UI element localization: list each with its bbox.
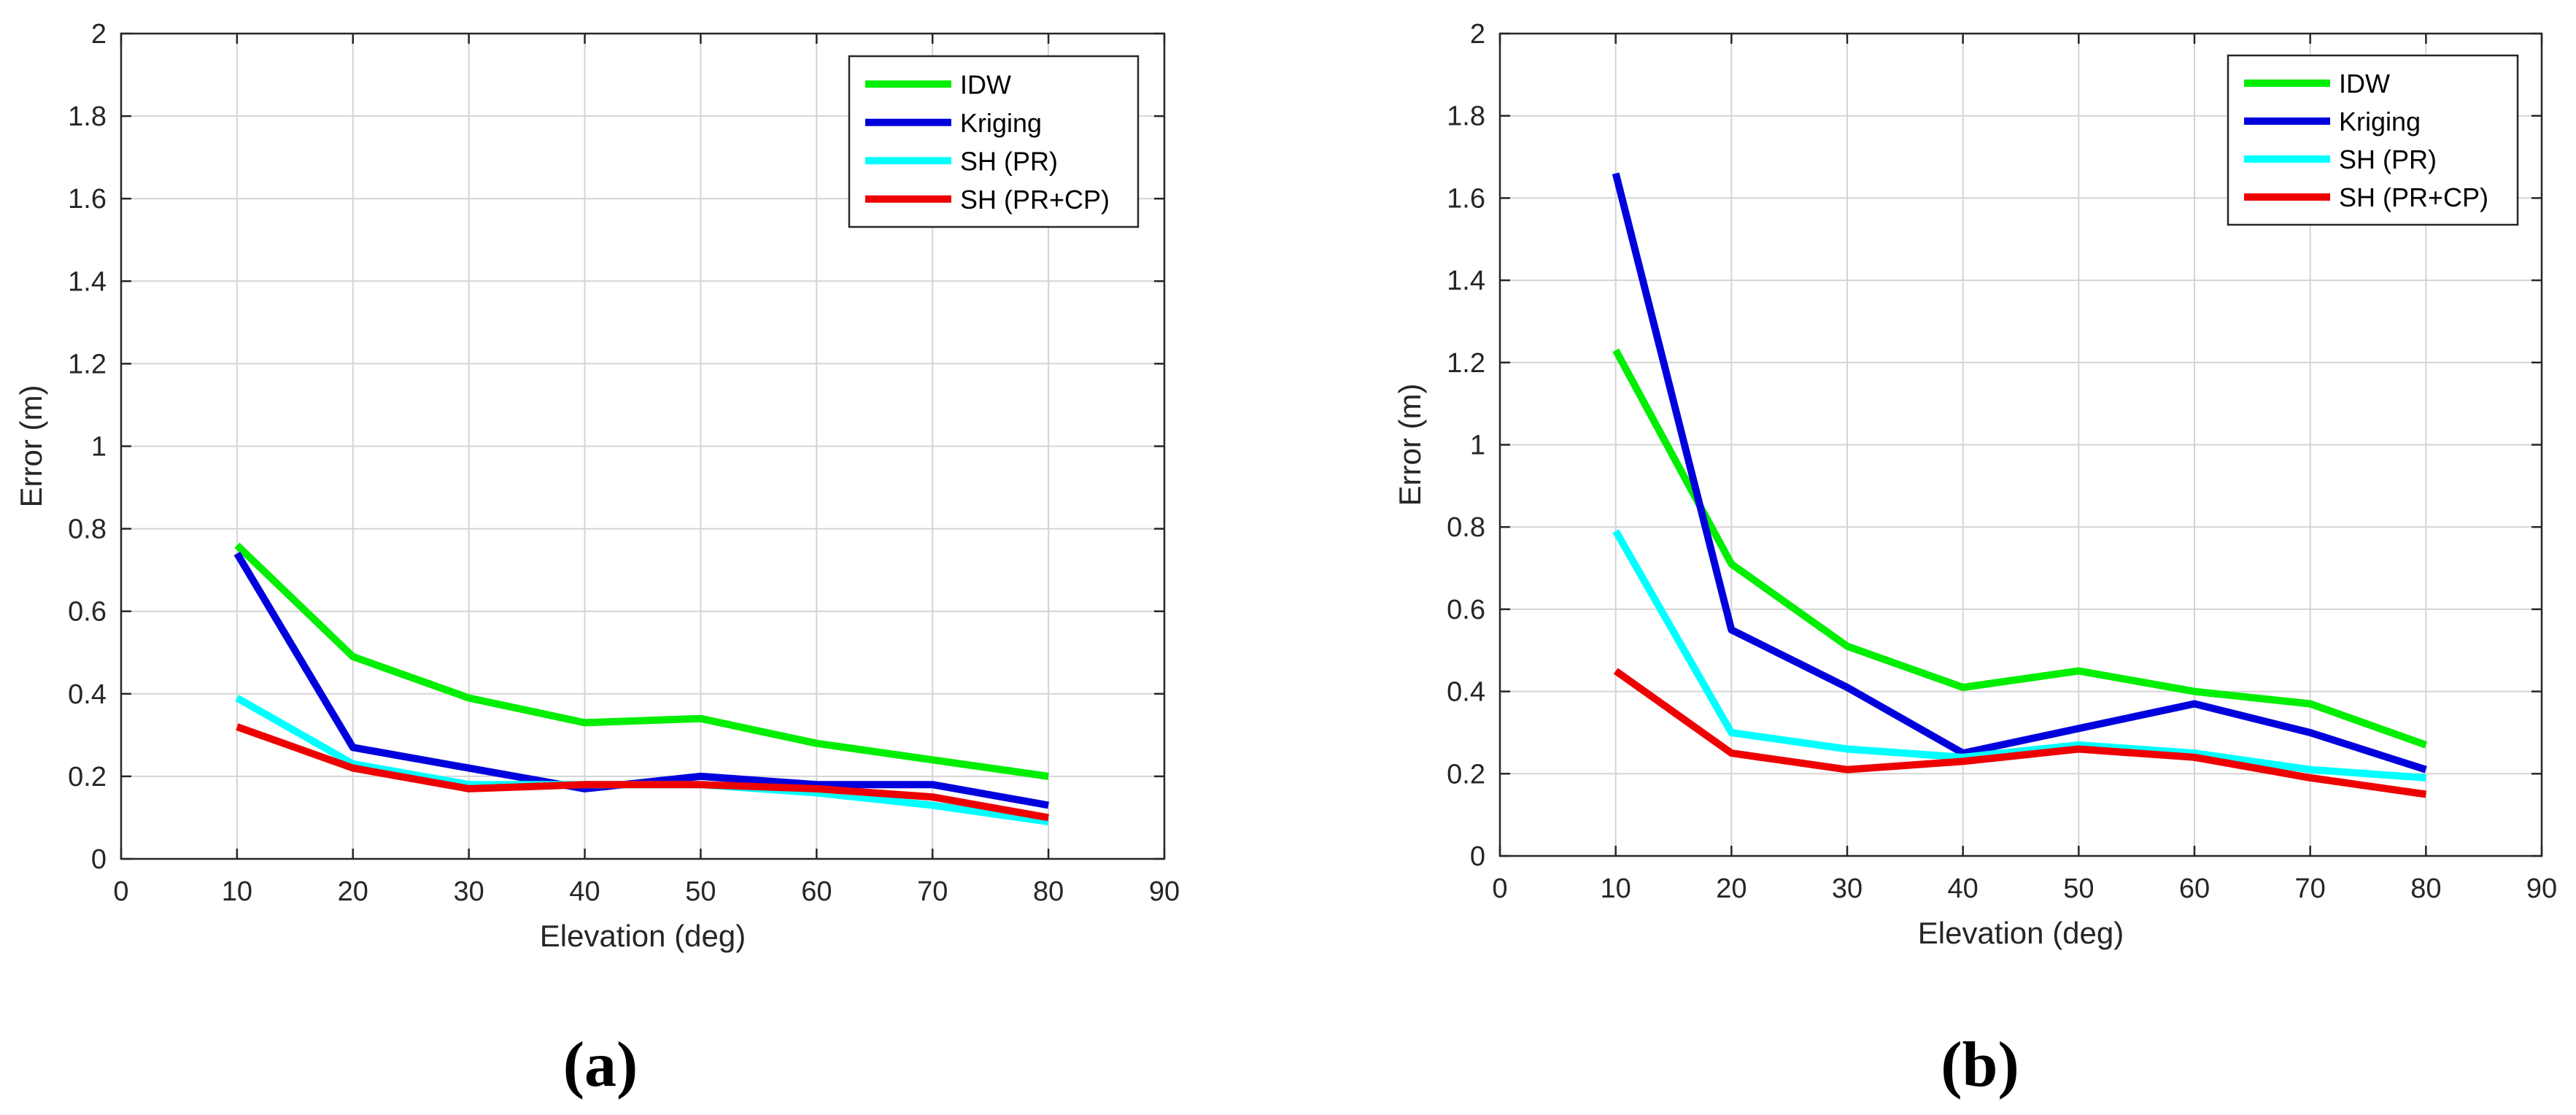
legend-label: IDW — [960, 69, 1011, 99]
x-tick-label: 60 — [2179, 873, 2210, 904]
y-axis-label: Error (m) — [14, 385, 48, 508]
chart-panel-a: 0 10 20 30 40 50 60 70 80 90 0 0.2 0.4 0.6 0.8 1 1.2 1.4 1… — [14, 19, 1180, 1100]
y-tick-label: 1.2 — [1447, 348, 1485, 379]
legend-label: SH (PR+CP) — [2339, 182, 2488, 212]
series-line-kriging — [1612, 172, 2427, 773]
y-tick-label: 0.4 — [1447, 677, 1485, 708]
legend-label: SH (PR) — [960, 146, 1058, 176]
y-tick-label: 2 — [91, 19, 107, 50]
x-tick-label: 60 — [801, 876, 832, 907]
x-axis-label: Elevation (deg) — [540, 919, 746, 953]
y-tick-label: 0.8 — [68, 514, 107, 545]
series-line-sh-pr — [1612, 529, 2426, 782]
x-tick-label: 40 — [1948, 873, 1979, 904]
y-tick-label: 0.2 — [68, 762, 107, 792]
y-axis-label: Error (m) — [1393, 384, 1427, 506]
x-tick-label: 0 — [113, 876, 128, 907]
x-tick-label: 30 — [454, 876, 484, 907]
x-tick-label: 70 — [2295, 873, 2326, 904]
y-tick-label: 1.6 — [68, 184, 107, 215]
x-tick-label: 90 — [1149, 876, 1180, 907]
x-tick-label: 10 — [222, 876, 252, 907]
series-line-sh-pr-cp — [1613, 668, 2427, 798]
y-tick-label: 1.8 — [68, 101, 107, 132]
x-tick-label: 90 — [2526, 873, 2557, 904]
x-tick-label: 40 — [569, 876, 600, 907]
x-tick-label: 50 — [2063, 873, 2094, 904]
y-tick-label: 1 — [1470, 431, 1485, 461]
x-tick-label: 10 — [1601, 873, 1631, 904]
tick-marks — [1498, 32, 2543, 857]
series-line-idw — [1612, 348, 2427, 749]
y-tick-label: 1.4 — [68, 266, 107, 297]
x-axis-label: Elevation (deg) — [1918, 916, 2124, 950]
y-tick-label: 1.6 — [1447, 183, 1485, 214]
y-tick-label: 1.8 — [1447, 101, 1485, 132]
chart-panel-b: 0 10 20 30 40 50 60 70 80 90 0 0.2 0.4 0.6 0.8 1 1.2 1.4 1… — [1393, 19, 2557, 1100]
y-tick-label: 0 — [91, 844, 107, 875]
y-tick-label: 0 — [1470, 841, 1485, 872]
x-tick-label: 30 — [1832, 873, 1863, 904]
x-tick-label: 20 — [1716, 873, 1747, 904]
legend-label: SH (PR+CP) — [960, 185, 1110, 215]
legend: IDW Kriging SH (PR) SH (PR+CP) — [848, 55, 1140, 228]
legend: IDW Kriging SH (PR) SH (PR+CP) — [2227, 54, 2519, 226]
y-tick-label: 0.4 — [68, 679, 107, 710]
legend-label: SH (PR) — [2339, 144, 2437, 174]
series-line-sh-pr-cp — [236, 723, 1049, 822]
legend-label: IDW — [2339, 69, 2390, 99]
panel-caption: (a) — [563, 1030, 638, 1100]
y-tick-label: 0.6 — [1447, 595, 1485, 625]
series-line-idw — [234, 542, 1049, 780]
y-tick-label: 2 — [1470, 19, 1485, 50]
y-tick-label: 1 — [91, 432, 107, 463]
y-tick-label: 1.2 — [68, 349, 107, 379]
panel-caption: (b) — [1941, 1030, 2019, 1100]
y-tick-label: 0.8 — [1447, 512, 1485, 543]
x-tick-label: 0 — [1492, 873, 1507, 904]
x-tick-label: 20 — [338, 876, 368, 907]
x-tick-label: 50 — [685, 876, 716, 907]
x-tick-label: 80 — [2410, 873, 2441, 904]
legend-label: Kriging — [960, 108, 1042, 138]
y-tick-label: 0.6 — [68, 597, 107, 628]
x-tick-label: 80 — [1033, 876, 1064, 907]
y-tick-label: 1.4 — [1447, 266, 1485, 296]
x-tick-label: 70 — [917, 876, 948, 907]
y-tick-label: 0.2 — [1447, 759, 1485, 790]
legend-label: Kriging — [2339, 107, 2421, 136]
tick-marks — [120, 32, 1166, 860]
